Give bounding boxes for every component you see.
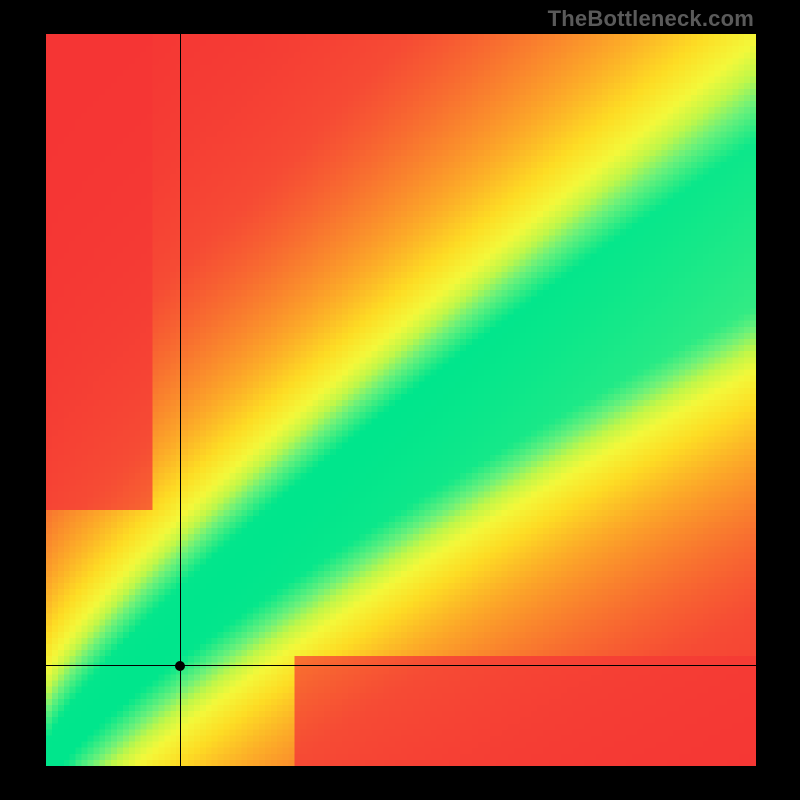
crosshair-vertical — [180, 34, 181, 766]
chart-container: TheBottleneck.com — [0, 0, 800, 800]
watermark-text: TheBottleneck.com — [548, 6, 754, 32]
crosshair-point — [175, 661, 185, 671]
crosshair-horizontal — [46, 665, 756, 666]
heatmap-canvas — [46, 34, 756, 766]
